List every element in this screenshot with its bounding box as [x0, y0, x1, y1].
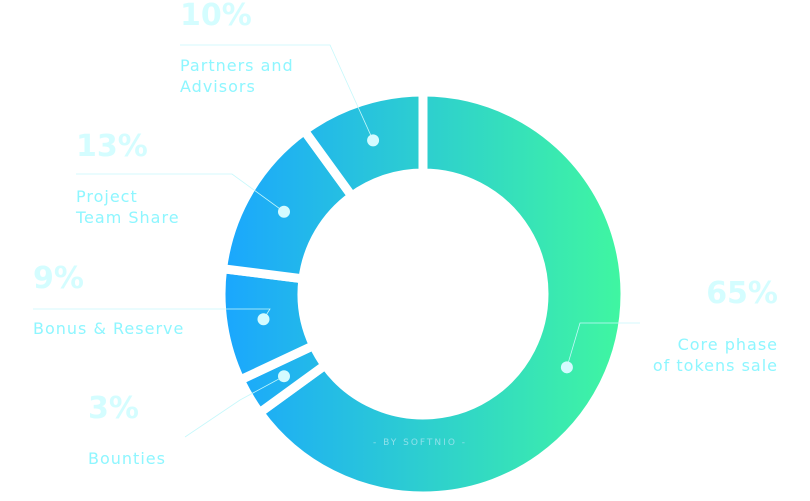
slice-partners[interactable]	[297, 87, 428, 203]
slice-core[interactable]	[253, 87, 630, 501]
leader-line-bounties	[184, 375, 285, 438]
label-bounties: Bounties	[88, 449, 166, 468]
leader-line-partners	[180, 44, 374, 141]
percent-label-bonus: 9%	[33, 261, 84, 296]
label-team: Project Team Share	[76, 187, 180, 227]
marker-dot-partners	[367, 134, 380, 147]
marker-dot-core	[560, 361, 573, 374]
percent-label-team: 13%	[76, 129, 148, 164]
marker-dot-bonus	[257, 313, 270, 326]
marker-dot-bounties	[277, 370, 290, 383]
leader-line-team	[76, 173, 285, 213]
leader-line-core	[566, 322, 640, 368]
percent-label-partners: 10%	[180, 0, 252, 33]
label-bonus: Bonus & Reserve	[33, 319, 185, 338]
marker-dot-team	[277, 205, 290, 218]
credit-text: - BY SOFTNIO -	[372, 438, 468, 448]
label-core: Core phase of tokens sale	[652, 335, 778, 375]
label-partners: Partners and Advisors	[180, 56, 294, 96]
percent-label-core: 65%	[706, 276, 778, 311]
percent-label-bounties: 3%	[88, 391, 139, 426]
